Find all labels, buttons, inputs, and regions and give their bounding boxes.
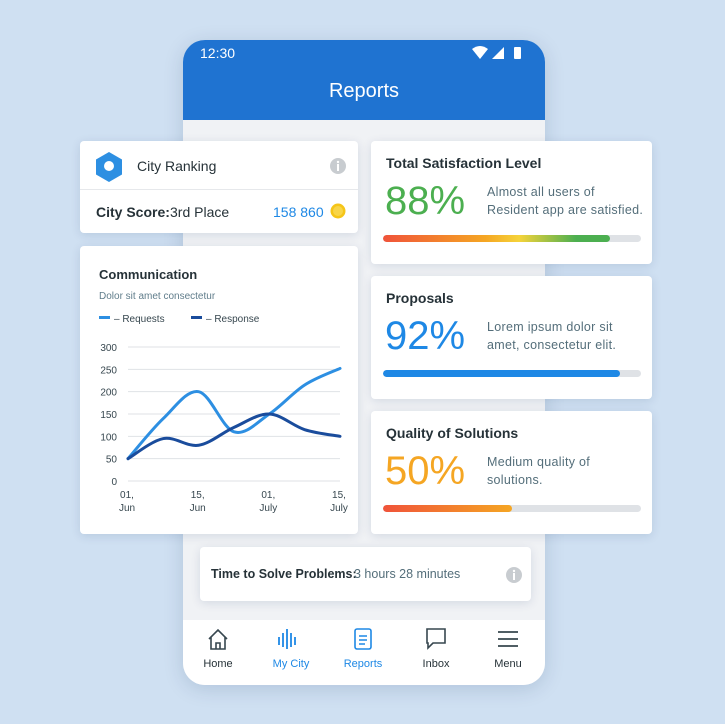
chart-title: Communication bbox=[99, 267, 198, 282]
status-icons bbox=[472, 46, 521, 59]
y-tick-label: 150 bbox=[100, 410, 117, 421]
progress-track bbox=[383, 505, 641, 512]
metric-text: Almost all users of Resident app are sat… bbox=[487, 185, 644, 217]
progress-bar bbox=[383, 505, 512, 512]
time-value: 3 hours 28 minutes bbox=[354, 567, 461, 581]
progress-bar bbox=[383, 370, 621, 377]
legend-swatch bbox=[99, 316, 110, 319]
nav-item[interactable]: Menu bbox=[494, 658, 522, 670]
nav-item[interactable]: My City bbox=[272, 658, 310, 670]
info-icon[interactable] bbox=[329, 157, 347, 175]
header-title: Reports bbox=[328, 80, 400, 102]
progress-bar bbox=[383, 235, 611, 242]
legend-swatch bbox=[191, 316, 202, 319]
y-tick-label: 100 bbox=[100, 432, 117, 443]
status-time: 12:30 bbox=[200, 45, 236, 61]
app-header bbox=[183, 40, 545, 120]
metric-text: Lorem ipsum dolor sit amet, consectetur … bbox=[487, 320, 617, 352]
y-tick-label: 250 bbox=[100, 365, 117, 376]
time-label: Time to Solve Problems: bbox=[211, 567, 357, 581]
x-tick-label: 15, July bbox=[330, 490, 348, 514]
x-tick-label: 01, Jun bbox=[118, 490, 136, 514]
metric-title: Total Satisfaction Level bbox=[386, 155, 542, 171]
chart-subtitle: Dolor sit amet consectetur bbox=[99, 291, 216, 302]
progress-track bbox=[383, 235, 641, 242]
nav-item[interactable]: Home bbox=[203, 658, 233, 670]
x-tick-label: 15, Jun bbox=[189, 490, 206, 514]
metric-text: Medium quality of solutions. bbox=[487, 455, 591, 487]
city-ranking-card: City Ranking City Score: 3rd Place 158 8… bbox=[80, 141, 358, 233]
metric-title: Quality of Solutions bbox=[386, 425, 519, 441]
score-label: City Score: bbox=[96, 204, 170, 220]
line-series bbox=[126, 412, 342, 461]
x-tick-label: 01, July bbox=[259, 490, 278, 514]
metric-percent: 88% bbox=[385, 179, 466, 223]
nav-icons bbox=[208, 628, 518, 650]
score-value: 158 860 bbox=[273, 204, 324, 220]
metric-card: Total Satisfaction Level 88% Almost all us… bbox=[371, 141, 652, 264]
nav-item[interactable]: Inbox bbox=[422, 658, 450, 670]
metric-card: Proposals 92% Lorem ipsum dolor sit amet, … bbox=[371, 276, 652, 399]
metric-card: Quality of Solutions 50% Medium quality of… bbox=[371, 411, 652, 534]
ranking-icon bbox=[96, 152, 122, 182]
progress-track bbox=[383, 370, 641, 377]
legend-label: – Requests bbox=[114, 314, 165, 325]
time-card: Time to Solve Problems: 3 hours 28 minut… bbox=[200, 547, 531, 601]
metric-percent: 50% bbox=[385, 449, 466, 493]
nav-item[interactable]: Reports bbox=[343, 658, 383, 670]
metric-percent: 92% bbox=[385, 314, 466, 358]
line-series bbox=[126, 366, 342, 461]
y-tick-label: 200 bbox=[100, 388, 117, 399]
ranking-title: City Ranking bbox=[137, 158, 217, 174]
coin-icon bbox=[330, 203, 346, 219]
info-icon[interactable] bbox=[505, 566, 523, 584]
y-tick-label: 0 bbox=[111, 477, 117, 488]
metric-title: Proposals bbox=[386, 290, 454, 306]
chart: 0 50 100 150 200 250 300 – Requests – Response bbox=[99, 314, 342, 488]
nav-bar bbox=[183, 620, 545, 685]
y-tick-label: 50 bbox=[106, 455, 118, 466]
score-place: 3rd Place bbox=[170, 204, 230, 220]
divider bbox=[80, 189, 358, 190]
communication-card: Communication Dolor sit amet consectetur… bbox=[80, 246, 358, 534]
legend-label: – Response bbox=[206, 314, 260, 325]
y-tick-label: 300 bbox=[100, 343, 117, 354]
